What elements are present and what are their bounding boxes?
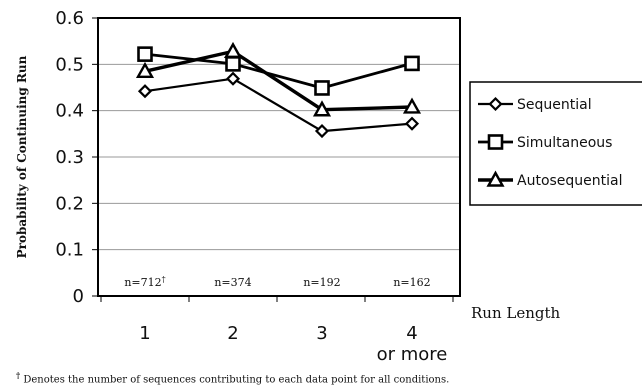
footnote-text: Denotes the number of sequences contribu… [23, 374, 450, 386]
y-tick-label: 0.4 [55, 101, 84, 122]
legend: Sequential Simultaneous Autosequential [469, 81, 642, 206]
legend-marker-simultaneous [487, 134, 504, 150]
data-point-simultaneous [225, 56, 241, 72]
x-axis-label: Run Length [471, 304, 561, 322]
series-sequential [137, 71, 420, 139]
series-line-simultaneous [144, 52, 413, 90]
gridlines [98, 63, 460, 251]
data-point-simultaneous [314, 80, 330, 96]
sample-size-labels: n=712† n=374 n=192 n=162 [124, 275, 430, 289]
y-axis-label: Probability of Continuing Run [15, 55, 29, 258]
sample-size-label: n=192 [303, 276, 340, 289]
y-tick-label: 0.1 [55, 240, 84, 261]
legend-label-simultaneous: Simultaneous [517, 135, 612, 151]
data-point-autosequential [312, 100, 332, 117]
chart: 0 0.1 0.2 0.3 0.4 0.5 0.6 1 2 3 4 or more Probabil… [15, 8, 642, 365]
data-point-simultaneous [137, 46, 153, 62]
y-axis-ticks: 0 0.1 0.2 0.3 0.4 0.5 0.6 [55, 8, 98, 307]
x-tick-label: 3 [316, 323, 327, 344]
y-tick-label: 0 [73, 286, 84, 307]
data-point-sequential [137, 84, 153, 99]
series-line-autosequential [144, 49, 413, 112]
data-point-sequential [225, 71, 241, 86]
y-tick-label: 0.6 [55, 8, 84, 29]
data-point-simultaneous [404, 55, 420, 72]
legend-marker-sequential [488, 96, 503, 112]
data-point-sequential [314, 123, 330, 139]
legend-label-sequential: Sequential [517, 97, 592, 113]
footnote: † Denotes the number of sequences contri… [16, 370, 616, 385]
sample-size-label: n=374 [214, 276, 251, 289]
series-group [135, 41, 422, 139]
x-tick-label: 1 [139, 323, 150, 344]
series-autosequential [135, 41, 422, 117]
x-tick-label: 4 or more [377, 323, 448, 365]
data-point-sequential [404, 116, 420, 131]
footnote-marker: † [16, 370, 21, 380]
data-point-autosequential [135, 61, 155, 78]
data-point-autosequential [223, 41, 243, 59]
series-line-sequential [144, 77, 413, 133]
data-point-autosequential [402, 97, 422, 114]
sample-size-label: n=712† [124, 275, 165, 289]
x-axis-ticks: 1 2 3 4 or more [100, 296, 454, 365]
y-tick-label: 0.2 [55, 193, 84, 214]
y-tick-label: 0.3 [55, 147, 84, 168]
y-tick-label: 0.5 [55, 54, 84, 75]
sample-size-label: n=162 [393, 276, 430, 289]
x-tick-label: 2 [227, 323, 238, 344]
legend-label-autosequential: Autosequential [517, 173, 623, 189]
legend-marker-autosequential [486, 170, 505, 187]
series-simultaneous [137, 46, 420, 96]
